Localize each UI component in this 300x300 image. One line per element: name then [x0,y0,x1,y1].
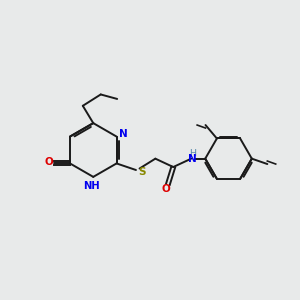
Text: NH: NH [83,181,100,191]
Text: O: O [44,157,53,167]
Text: N: N [188,154,197,164]
Text: N: N [119,129,128,139]
Text: H: H [189,149,196,158]
Text: S: S [138,167,146,177]
Text: O: O [161,184,170,194]
